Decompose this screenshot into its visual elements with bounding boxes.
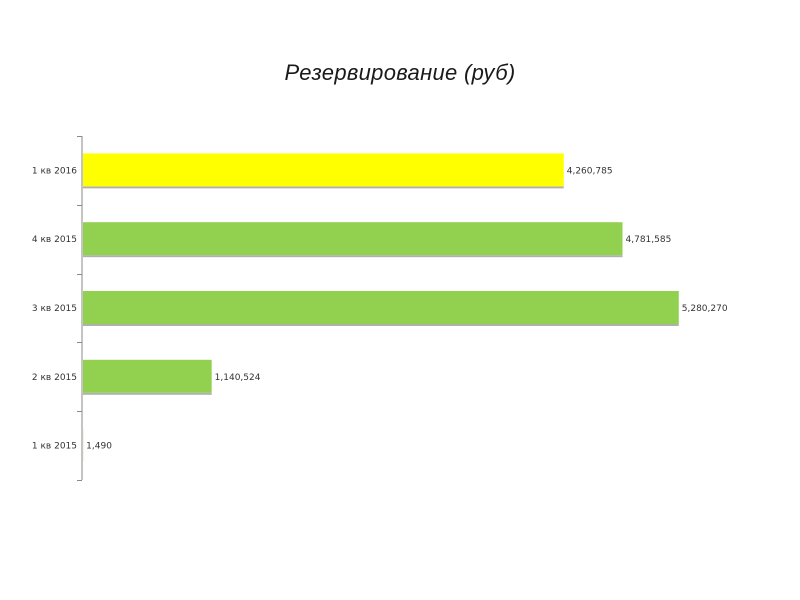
bar-1-кв-2016	[83, 153, 564, 187]
bar-shadow	[83, 392, 212, 395]
value-label: 4,781,585	[626, 235, 672, 245]
chart-title: Резервирование (руб)	[284, 60, 516, 85]
bar-3-кв-2015	[83, 291, 679, 324]
value-label: 1,490	[86, 442, 112, 452]
category-label: 1 кв 2015	[32, 442, 77, 452]
value-label: 1,140,524	[215, 373, 261, 383]
bar-4-кв-2015	[83, 222, 623, 256]
category-label: 2 кв 2015	[32, 373, 77, 383]
category-label: 1 кв 2016	[32, 166, 77, 176]
value-label: 5,280,270	[682, 304, 728, 314]
bar-2-кв-2015	[83, 359, 212, 393]
value-label: 4,260,785	[567, 166, 613, 176]
category-label: 4 кв 2015	[32, 235, 77, 245]
bar-shadow	[83, 186, 564, 189]
category-label: 3 кв 2015	[32, 304, 77, 314]
bar-shadow	[83, 324, 679, 326]
bar-shadow	[83, 255, 623, 258]
